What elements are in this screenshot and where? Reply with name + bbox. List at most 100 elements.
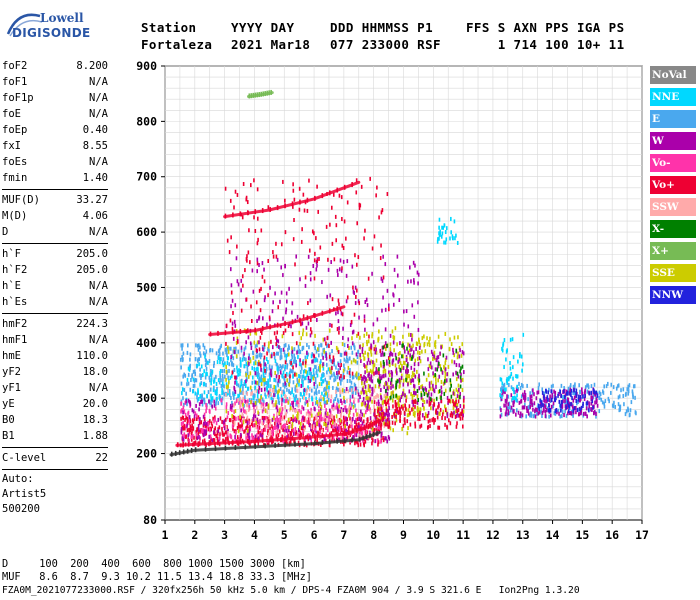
echo-point (286, 435, 289, 440)
echo-point (560, 403, 562, 408)
echo-point (570, 388, 573, 393)
echo-point (298, 330, 301, 335)
echo-point (433, 402, 435, 407)
echo-point (377, 399, 380, 404)
trace-point (209, 440, 212, 446)
echo-point (450, 394, 453, 399)
echo-point (210, 381, 212, 386)
echo-point (402, 391, 404, 396)
echo-point (422, 405, 425, 410)
echo-point (243, 347, 246, 352)
echo-point (539, 398, 541, 403)
echo-point (251, 433, 253, 438)
echo-point (226, 392, 228, 397)
echo-point (551, 393, 554, 398)
echo-point (633, 384, 636, 389)
echo-point (192, 383, 195, 388)
echo-point (343, 375, 345, 380)
echo-point (371, 379, 374, 384)
echo-point (509, 374, 512, 379)
echo-point (396, 371, 398, 376)
echo-point (512, 401, 515, 406)
echo-point (364, 228, 366, 233)
echo-point (268, 372, 271, 377)
echo-point (280, 365, 283, 370)
echo-point (416, 356, 419, 361)
echo-point (233, 416, 236, 421)
echo-point (274, 359, 277, 364)
echo-point (541, 410, 544, 415)
echo-point (591, 395, 594, 400)
echo-point (529, 411, 532, 416)
echo-point (186, 382, 188, 387)
echo-point (616, 384, 619, 389)
echo-point (433, 420, 435, 425)
echo-point (590, 401, 593, 406)
echo-point (256, 257, 259, 262)
echo-point (292, 427, 295, 432)
echo-point (270, 339, 272, 344)
echo-point (558, 403, 561, 408)
trace-point (269, 324, 271, 330)
echo-point (279, 408, 281, 413)
echo-point (228, 250, 231, 255)
echo-point (504, 390, 506, 395)
echo-point (303, 427, 306, 432)
echo-point (452, 402, 455, 407)
echo-point (243, 364, 245, 369)
echo-point (345, 416, 348, 421)
echo-point (278, 400, 281, 405)
echo-point (332, 436, 335, 441)
echo-point (223, 392, 226, 397)
echo-point (353, 382, 356, 387)
echo-point (451, 359, 453, 364)
echo-point (414, 404, 416, 409)
echo-point (380, 439, 382, 444)
echo-point (347, 359, 349, 364)
echo-point (578, 394, 580, 399)
echo-point (388, 362, 391, 367)
echo-point (182, 396, 184, 401)
echo-point (310, 388, 313, 393)
echo-point (311, 359, 313, 364)
echo-point (322, 379, 325, 384)
trace-point (232, 439, 234, 445)
echo-point (330, 260, 332, 265)
echo-point (453, 353, 456, 358)
echo-point (399, 351, 401, 356)
echo-point (320, 425, 323, 430)
echo-point (267, 403, 270, 408)
echo-point (331, 349, 333, 354)
echo-point (380, 210, 383, 215)
echo-point (463, 395, 465, 400)
echo-point (423, 416, 426, 421)
echo-point (328, 385, 330, 390)
echo-point (327, 389, 330, 394)
echo-point (241, 215, 244, 220)
echo-point (406, 375, 409, 380)
echo-point (258, 398, 261, 403)
echo-point (394, 352, 397, 357)
echo-point (282, 439, 285, 444)
echo-point (219, 360, 221, 365)
echo-point (307, 437, 310, 442)
echo-point (362, 419, 365, 424)
echo-point (291, 407, 294, 412)
echo-point (593, 404, 595, 409)
echo-point (281, 402, 283, 407)
echo-point (242, 383, 244, 388)
echo-point (324, 411, 327, 416)
echo-point (257, 430, 260, 435)
echo-point (292, 237, 295, 242)
echo-point (219, 370, 221, 375)
echo-point (215, 398, 217, 403)
echo-point (379, 256, 382, 261)
echo-point (221, 369, 224, 374)
header-date-value: 2021 Mar18 (231, 37, 311, 52)
echo-point (302, 395, 305, 400)
echo-point (216, 436, 219, 441)
echo-point (400, 395, 403, 400)
echo-point (428, 400, 431, 405)
echo-point (417, 350, 419, 355)
